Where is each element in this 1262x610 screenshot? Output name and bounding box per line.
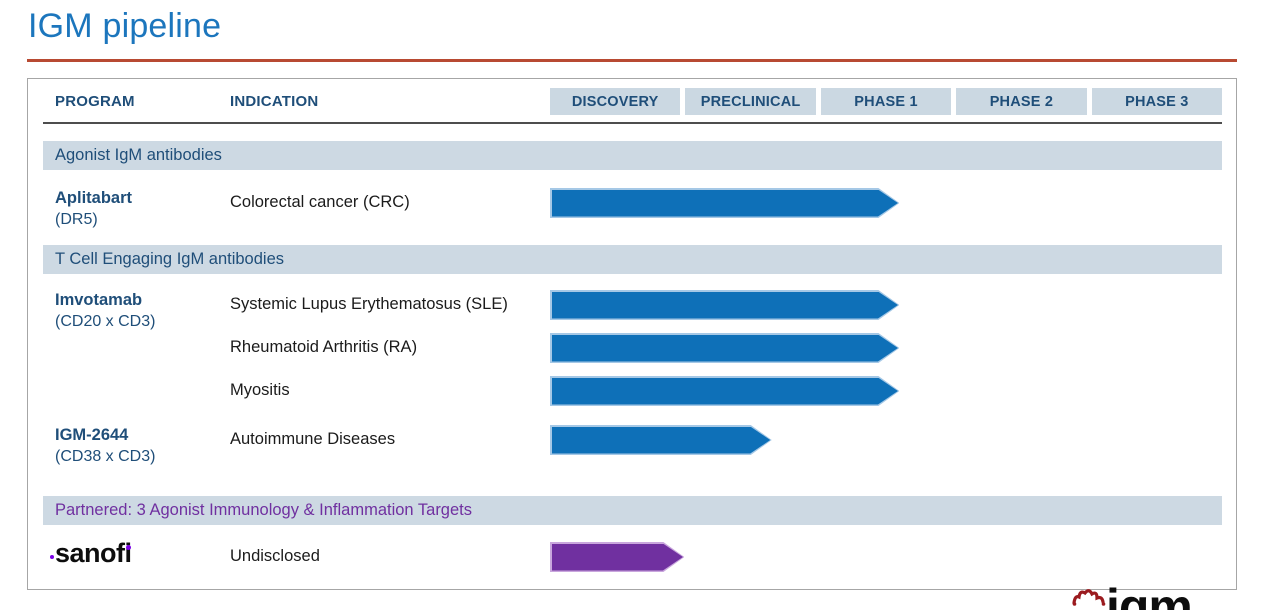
sanofi-purple-dot [50,555,54,559]
section-band-label: T Cell Engaging IgM antibodies [55,250,285,268]
row-imvotamab-sle: Imvotamab (CD20 x CD3) Systemic Lupus Er… [43,290,1222,330]
row-sanofi-undisclosed: sanofi Undisclosed [43,540,1222,572]
section-band-label: Agonist IgM antibodies [55,146,222,164]
phase-arrow [550,542,684,572]
program-target: (DR5) [55,211,98,228]
header-divider [43,122,1222,124]
page-title: IGM pipeline [28,7,222,45]
phase-arrow [550,425,772,455]
sanofi-logo: sanofi [50,540,132,567]
phase-header-discovery: DISCOVERY [550,88,681,115]
title-divider [27,59,1237,62]
pipeline-table: PROGRAM INDICATION DISCOVERY PRECLINICAL… [27,78,1237,590]
section-band-label: Partnered: 3 Agonist Immunology & Inflam… [55,501,472,519]
igm-logo: igm [1072,582,1222,610]
section-band-partnered: Partnered: 3 Agonist Immunology & Inflam… [43,496,1222,525]
indication-label: Systemic Lupus Erythematosus (SLE) [230,295,508,313]
indication-label: Myositis [230,381,290,399]
indication-label: Colorectal cancer (CRC) [230,193,410,211]
row-igm2644-autoimmune: IGM-2644 (CD38 x CD3) Autoimmune Disease… [43,425,1222,465]
column-header-program: PROGRAM [55,93,135,110]
section-band-tcell: T Cell Engaging IgM antibodies [43,245,1222,274]
row-imvotamab-ra: Rheumatoid Arthritis (RA) [43,333,1222,363]
phase-headers: DISCOVERY PRECLINICAL PHASE 1 PHASE 2 PH… [550,88,1223,115]
indication-label: Rheumatoid Arthritis (RA) [230,338,418,356]
program-name: Imvotamab [55,291,143,309]
igm-wordmark: igm [1106,579,1193,610]
igm-pentamer-icon [1072,589,1106,606]
program-name: Aplitabart [55,189,133,207]
program-target: (CD20 x CD3) [55,313,156,330]
section-band-agonist: Agonist IgM antibodies [43,141,1222,170]
phase-header-phase2: PHASE 2 [956,88,1087,115]
program-target: (CD38 x CD3) [55,448,156,465]
sanofi-wordmark: sanofi [55,538,132,568]
phase-header-phase1: PHASE 1 [820,88,952,115]
row-imvotamab-myositis: Myositis [43,376,1222,406]
phase-arrow [550,290,899,320]
phase-header-preclinical: PRECLINICAL [685,88,816,115]
phase-arrow [550,333,899,363]
phase-arrow [550,376,899,406]
phase-header-phase3: PHASE 3 [1091,88,1223,115]
sanofi-i-dot [125,545,131,550]
phase-arrow [550,188,899,218]
indication-label: Undisclosed [230,547,320,565]
column-header-indication: INDICATION [230,93,319,110]
indication-label: Autoimmune Diseases [230,430,396,448]
header-row: PROGRAM INDICATION DISCOVERY PRECLINICAL… [43,88,1223,115]
row-aplitabart-crc: Aplitabart (DR5) Colorectal cancer (CRC) [43,188,1222,228]
program-name: IGM-2644 [55,426,129,444]
